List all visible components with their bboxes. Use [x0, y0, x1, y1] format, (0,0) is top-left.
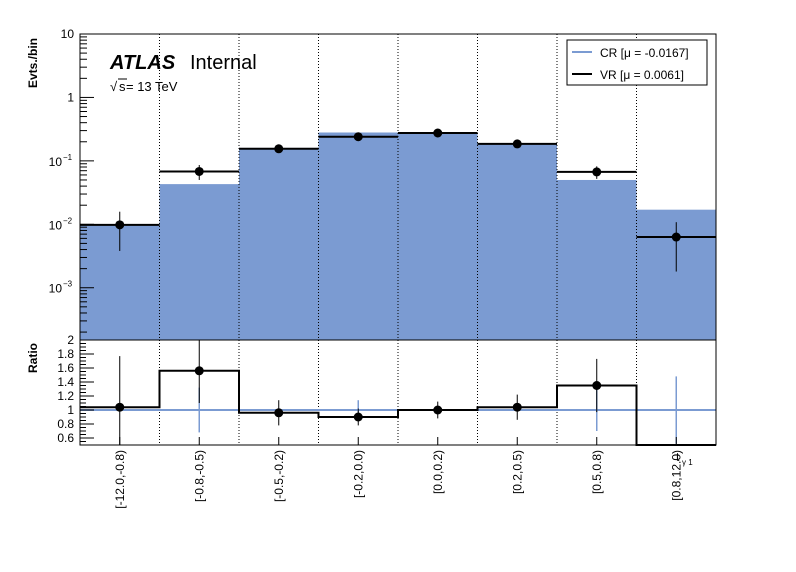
ratio-point [353, 412, 363, 422]
ratio-y-tick-label: 1.4 [57, 375, 74, 389]
ratio-y-tick-label: 1.2 [57, 389, 74, 403]
legend-cr-label: CR [μ = -0.0167] [600, 46, 689, 60]
ratio-y-tick-label: 2 [67, 333, 74, 347]
main-panel [80, 34, 716, 340]
cr-bar [159, 184, 239, 340]
vr-point [353, 132, 363, 142]
x-axis-subscript: γ 1 [682, 458, 693, 467]
ratio-y-tick-label: 0.6 [57, 431, 74, 445]
energy-s: s [119, 79, 126, 94]
vr-point [194, 166, 204, 176]
vr-point [274, 144, 284, 154]
atlas-label: ATLAS [109, 52, 176, 74]
ratio-point [115, 402, 125, 412]
ratio-y-tick-label: 1.8 [57, 347, 74, 361]
experiment-label: ATLAS Internal √ s = 13 TeV [109, 52, 257, 94]
vr-point [115, 220, 125, 230]
ratio-point [194, 366, 204, 376]
ratio-ylabel: Ratio [26, 343, 40, 373]
main-y-tick-label: 1 [67, 90, 74, 104]
x-axis-label: t [676, 450, 680, 464]
main-y-tick-label: 10 [49, 155, 63, 169]
legend: CR [μ = -0.0167] VR [μ = 0.0061] [566, 39, 708, 86]
main-y-tick-exponent: −2 [63, 216, 73, 225]
x-axis-title: t γ 1 [676, 450, 693, 467]
vr-point [592, 167, 602, 177]
sqrt-symbol: √ [110, 79, 118, 94]
ratio-point [274, 408, 284, 418]
x-tick-label: [0.2,0.5) [510, 450, 524, 494]
main-ylabel: Evts./bin [26, 38, 40, 88]
main-y-tick-label: 10 [61, 27, 75, 41]
main-y-tick-exponent: −1 [63, 153, 73, 162]
main-y-tick-label: 10 [49, 282, 63, 296]
x-tick-label: [-0.8,-0.5) [192, 450, 206, 502]
ratio-y-tick-label: 1 [67, 403, 74, 417]
energy-label: = 13 TeV [126, 79, 178, 94]
x-tick-label: [0.8,12.0) [669, 450, 683, 501]
ratio-y-tick-label: 0.8 [57, 417, 74, 431]
vr-point [671, 232, 681, 242]
main-y-tick-label: 10 [49, 218, 63, 232]
x-tick-label: [-0.5,-0.2) [272, 450, 286, 502]
ratio-panel [80, 340, 716, 446]
x-tick-label: [-0.2,0.0) [351, 450, 365, 498]
x-tick-label: [0.5,0.8) [590, 450, 604, 494]
internal-label: Internal [190, 52, 257, 74]
ratio-point [433, 405, 443, 415]
legend-box [566, 39, 708, 86]
vr-point [433, 128, 443, 138]
x-tick-label: [-12.0,-0.8) [113, 450, 127, 509]
cr-bar [318, 132, 398, 340]
cr-bar [557, 179, 637, 340]
vr-point [512, 139, 522, 149]
ratio-point [512, 402, 522, 412]
cr-bar [477, 143, 557, 340]
legend-vr-label: VR [μ = 0.0061] [600, 68, 684, 82]
ratio-point [592, 381, 602, 390]
cr-bar [398, 132, 478, 340]
main-y-tick-exponent: −3 [63, 280, 73, 289]
x-tick-label: [0.0,0.2) [431, 450, 445, 494]
cr-bar [239, 147, 319, 340]
ratio-y-tick-label: 1.6 [57, 361, 74, 375]
